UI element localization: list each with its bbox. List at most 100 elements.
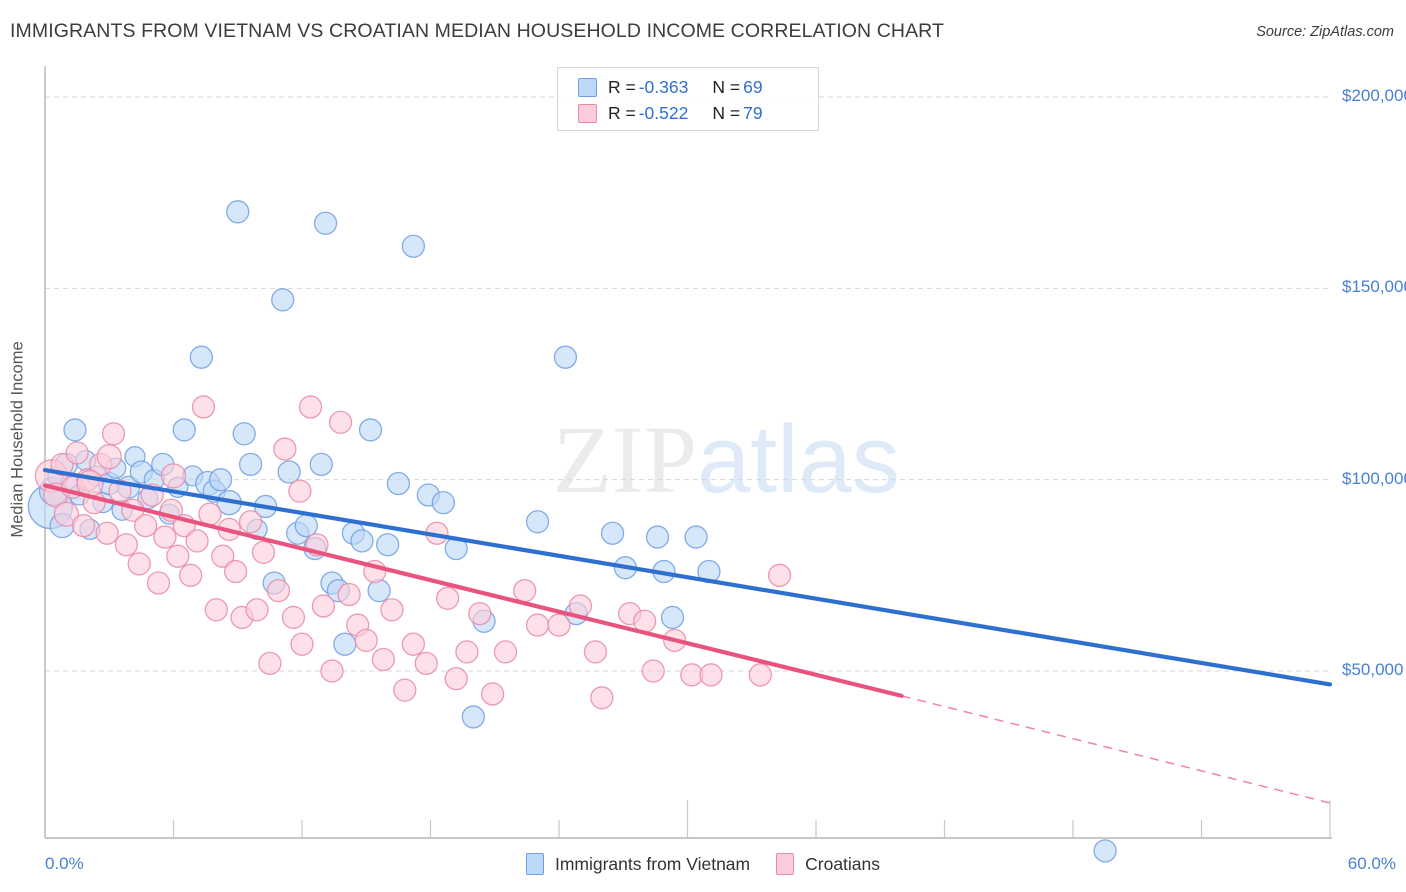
data-point xyxy=(468,601,492,626)
data-point xyxy=(273,437,297,461)
data-point xyxy=(461,705,485,729)
data-point xyxy=(65,441,89,465)
data-point xyxy=(767,563,792,587)
x-tick-label: 60.0% xyxy=(1347,854,1396,873)
data-point xyxy=(238,452,263,477)
data-point xyxy=(208,468,233,492)
stats-row-croatians: R = -0.522 N = 79 xyxy=(578,100,818,126)
data-point xyxy=(525,510,550,534)
data-point xyxy=(376,533,400,557)
data-point xyxy=(226,200,250,224)
data-point xyxy=(313,211,338,235)
data-point xyxy=(311,594,336,618)
data-point xyxy=(660,605,685,630)
y-tick-label: $150,000 xyxy=(1342,277,1406,297)
data-point xyxy=(590,686,614,710)
data-point xyxy=(328,410,353,434)
data-point xyxy=(444,667,468,691)
data-point xyxy=(699,663,723,687)
legend-label-vietnam: Immigrants from Vietnam xyxy=(554,853,751,874)
stats-swatch-vietnam xyxy=(578,77,597,97)
legend-swatch-vietnam xyxy=(525,853,544,875)
stats-n-label-croatians: N = xyxy=(712,102,741,123)
data-point xyxy=(178,563,203,587)
y-tick-label: $100,000 xyxy=(1342,468,1406,488)
data-point xyxy=(414,651,438,675)
data-point xyxy=(185,529,209,553)
trend-line-vietnam xyxy=(42,468,1333,687)
data-point xyxy=(358,418,383,442)
data-point xyxy=(160,463,187,489)
data-point xyxy=(748,663,772,687)
data-point xyxy=(600,521,625,545)
y-tick-label: $200,000 xyxy=(1342,86,1406,105)
data-point xyxy=(455,640,479,664)
legend-swatch-croatians xyxy=(776,853,795,875)
data-point xyxy=(583,640,608,664)
data-point xyxy=(371,647,396,672)
data-point xyxy=(166,544,190,568)
data-point xyxy=(493,640,518,664)
stats-r-label-croatians: R = xyxy=(608,102,636,123)
data-point xyxy=(684,525,708,549)
data-point xyxy=(553,345,578,369)
stats-row-vietnam: R = -0.363 N = 69 xyxy=(578,74,818,100)
data-point xyxy=(251,540,276,565)
data-point xyxy=(204,598,228,622)
legend-item-vietnam[interactable]: Immigrants from Vietnam xyxy=(525,853,751,875)
data-point xyxy=(641,659,665,683)
correlation-stats-box: R = -0.363 N = 69 R = -0.522 N = 79 xyxy=(557,67,819,131)
stats-n-value-croatians: 79 xyxy=(743,102,763,123)
data-point xyxy=(281,605,306,630)
data-point xyxy=(198,502,222,526)
data-point xyxy=(333,632,357,656)
data-point xyxy=(172,418,196,442)
data-point xyxy=(294,513,318,538)
data-point xyxy=(320,659,344,683)
data-point xyxy=(513,578,537,603)
data-point xyxy=(134,513,158,538)
data-point xyxy=(354,628,378,653)
data-point xyxy=(431,490,456,515)
data-point xyxy=(480,682,505,706)
data-point xyxy=(245,598,269,622)
series-points-croatians xyxy=(34,395,792,710)
x-tick-label: 0.0% xyxy=(45,854,84,873)
data-point xyxy=(401,234,426,258)
data-point xyxy=(258,651,282,675)
axis-lines xyxy=(44,66,1332,839)
data-point xyxy=(238,510,263,534)
legend-item-croatians[interactable]: Croatians xyxy=(776,853,880,875)
data-point xyxy=(63,418,87,442)
stats-r-value-vietnam: -0.363 xyxy=(638,76,689,97)
data-point xyxy=(71,513,96,538)
data-point xyxy=(53,501,80,527)
data-point xyxy=(337,582,361,607)
data-point xyxy=(232,422,256,446)
data-point xyxy=(525,613,550,637)
data-point xyxy=(266,578,291,603)
data-point xyxy=(401,632,426,656)
data-point xyxy=(645,525,670,549)
data-point xyxy=(298,395,323,419)
data-point xyxy=(380,598,404,622)
data-point xyxy=(386,471,411,496)
stats-r-value-croatians: -0.522 xyxy=(638,102,689,123)
data-point xyxy=(146,571,171,595)
page-title: IMMIGRANTS FROM VIETNAM VS CROATIAN MEDI… xyxy=(10,20,945,42)
data-point xyxy=(290,632,314,656)
source-label: Source: ZipAtlas.com xyxy=(1256,24,1394,40)
data-point xyxy=(288,479,312,503)
data-point xyxy=(223,559,248,584)
data-point xyxy=(95,521,119,545)
data-point xyxy=(393,678,417,702)
data-point xyxy=(435,586,460,610)
data-point xyxy=(191,395,216,419)
legend-label-croatians: Croatians xyxy=(805,853,881,874)
stats-r-label-vietnam: R = xyxy=(608,76,636,97)
stats-swatch-croatians xyxy=(578,103,597,123)
data-point xyxy=(1093,839,1117,863)
data-point xyxy=(350,529,374,553)
data-point xyxy=(277,460,301,484)
